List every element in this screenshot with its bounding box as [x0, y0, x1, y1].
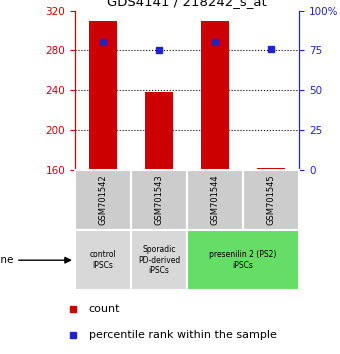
Text: GSM701542: GSM701542	[98, 175, 107, 225]
Bar	[89, 21, 117, 170]
Title: GDS4141 / 218242_s_at: GDS4141 / 218242_s_at	[107, 0, 267, 8]
Text: percentile rank within the sample: percentile rank within the sample	[89, 330, 276, 340]
Text: GSM701543: GSM701543	[154, 175, 164, 225]
Bar	[75, 170, 131, 230]
Bar	[187, 230, 299, 290]
Bar	[201, 21, 229, 170]
Bar	[243, 170, 299, 230]
Bar	[187, 170, 243, 230]
Text: cell line: cell line	[0, 255, 13, 265]
Bar	[131, 230, 187, 290]
Text: control
IPSCs: control IPSCs	[89, 251, 116, 270]
Bar	[145, 92, 173, 170]
Text: count: count	[89, 304, 120, 314]
Text: GSM701545: GSM701545	[267, 175, 276, 225]
Text: presenilin 2 (PS2)
iPSCs: presenilin 2 (PS2) iPSCs	[209, 251, 277, 270]
Bar	[257, 168, 285, 170]
Bar	[131, 170, 187, 230]
Text: GSM701544: GSM701544	[210, 175, 220, 225]
Text: Sporadic
PD-derived
iPSCs: Sporadic PD-derived iPSCs	[138, 245, 180, 275]
Bar	[75, 230, 131, 290]
